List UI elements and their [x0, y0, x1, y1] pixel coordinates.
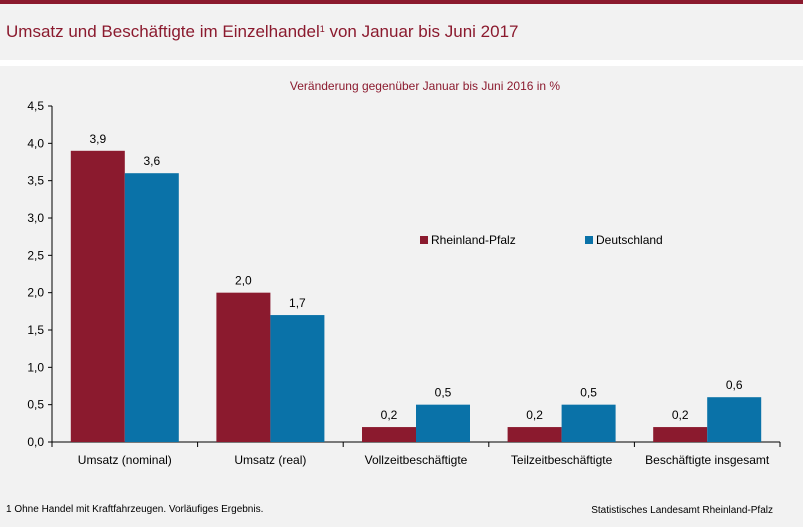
legend: Rheinland-Pfalz Deutschland — [420, 233, 663, 247]
x-category-label: Teilzeitbeschäftigte — [511, 453, 613, 467]
y-tick-label: 1,0 — [27, 360, 44, 374]
page-title: Umsatz und Beschäftigte im Einzelhandel1… — [6, 22, 519, 41]
chart-subtitle: Veränderung gegenüber Januar bis Juni 20… — [290, 79, 561, 93]
y-tick-label: 2,5 — [27, 248, 44, 262]
y-tick-label: 4,0 — [27, 136, 44, 150]
bar — [270, 315, 325, 442]
y-tick-label: 0,5 — [27, 398, 44, 412]
data-label: 1,7 — [289, 296, 306, 310]
data-label: 2,0 — [235, 274, 252, 288]
bar-chart: Veränderung gegenüber Januar bis Juni 20… — [27, 79, 781, 467]
data-label: 0,5 — [435, 386, 452, 400]
legend-label: Rheinland-Pfalz — [431, 233, 516, 247]
legend-label: Deutschland — [596, 233, 663, 247]
x-category-label: Vollzeitbeschäftigte — [365, 453, 468, 467]
data-label: 0,2 — [526, 408, 543, 422]
y-tick-label: 2,0 — [27, 286, 44, 300]
data-label: 0,2 — [672, 408, 689, 422]
footnote: 1 Ohne Handel mit Kraftfahrzeugen. Vorlä… — [6, 504, 264, 515]
y-tick-label: 1,5 — [27, 323, 44, 337]
data-label: 0,6 — [726, 378, 743, 392]
source-note: Statistisches Landesamt Rheinland-Pfalz — [591, 505, 773, 516]
x-axis: Umsatz (nominal) Umsatz (real) Vollzeitbes… — [51, 441, 781, 467]
title-footnote-mark: 1 — [319, 24, 325, 34]
y-tick-label: 3,0 — [27, 211, 44, 225]
data-label: 0,2 — [381, 408, 398, 422]
bar — [653, 427, 708, 442]
bars: 3,9 2,0 0,2 0,2 0,2 3,6 1,7 0,5 0,5 0,6 — [70, 132, 762, 443]
data-label: 3,9 — [89, 132, 106, 146]
bar — [707, 397, 762, 442]
bar — [416, 404, 470, 442]
bar — [70, 150, 125, 443]
x-category-label: Beschäftigte insgesamt — [645, 453, 770, 467]
y-tick-label: 4,5 — [27, 99, 44, 113]
bar — [124, 173, 179, 442]
legend-swatch — [585, 236, 593, 244]
bar — [561, 404, 616, 442]
top-rule — [0, 0, 803, 4]
y-tick-label: 0,0 — [27, 435, 44, 449]
data-label: 0,5 — [580, 386, 597, 400]
y-axis: 0,0 0,5 1,0 1,5 2,0 2,5 3,0 3,5 4,0 4,5 — [27, 99, 53, 449]
data-label: 3,6 — [143, 154, 160, 168]
x-category-label: Umsatz (nominal) — [78, 453, 172, 467]
bar — [362, 427, 416, 442]
y-tick-label: 3,5 — [27, 174, 44, 188]
separator — [0, 60, 803, 66]
bar — [507, 427, 562, 442]
legend-swatch — [420, 236, 428, 244]
x-category-label: Umsatz (real) — [234, 453, 306, 467]
bar — [216, 292, 271, 442]
header-band: Umsatz und Beschäftigte im Einzelhandel1… — [0, 4, 803, 60]
